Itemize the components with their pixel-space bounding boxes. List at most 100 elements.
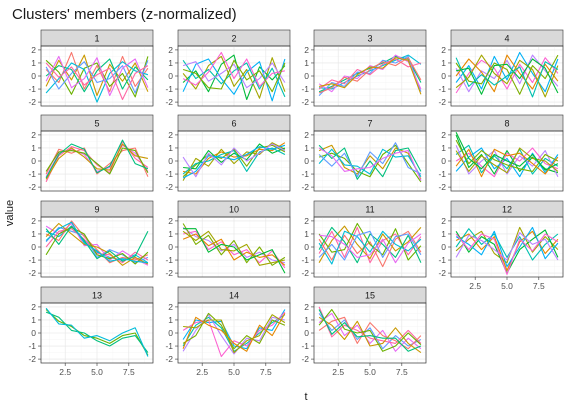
y-tick-label: -1: [438, 255, 446, 265]
y-tick-label: 2: [441, 45, 446, 55]
series-line: [318, 308, 422, 352]
y-tick-label: -1: [28, 341, 36, 351]
facet-strip-label: 13: [92, 291, 102, 301]
y-tick-label: -2: [438, 268, 446, 278]
series-line: [182, 147, 286, 175]
facet-strip-label: 2: [231, 34, 236, 44]
y-tick-label: 0: [441, 156, 446, 166]
y-tick-label: -2: [165, 354, 173, 364]
series-line: [183, 314, 286, 354]
y-tick-label: 2: [31, 216, 36, 226]
x-tick-label: 5.0: [364, 367, 376, 377]
series-line: [455, 145, 559, 177]
y-tick-label: -1: [438, 169, 446, 179]
series-group: [45, 51, 149, 103]
facet-strip-label: 4: [504, 34, 509, 44]
y-tick-label: 2: [168, 302, 173, 312]
x-tick-label: 2.5: [469, 281, 481, 291]
y-tick-label: 1: [31, 315, 36, 325]
series-line: [318, 226, 422, 264]
y-tick-label: -2: [438, 97, 446, 107]
x-tick-label: 5.0: [501, 281, 513, 291]
x-tick-label: 2.5: [59, 367, 71, 377]
series-group: [182, 309, 286, 358]
series-line: [318, 225, 422, 263]
series-group: [182, 51, 286, 102]
series-line: [318, 226, 422, 264]
series-line: [182, 59, 286, 98]
y-tick-label: -2: [301, 97, 309, 107]
series-line: [318, 148, 422, 177]
y-tick-label: 2: [168, 45, 173, 55]
y-tick-label: -1: [28, 169, 36, 179]
y-tick-label: -1: [165, 341, 173, 351]
series-line: [182, 58, 286, 102]
series-line: [45, 220, 149, 264]
y-tick-label: 1: [441, 229, 446, 239]
y-tick-label: 2: [304, 216, 309, 226]
series-line: [455, 51, 559, 93]
y-tick-label: 2: [168, 216, 173, 226]
y-tick-label: 2: [304, 130, 309, 140]
y-tick-label: 1: [31, 229, 36, 239]
series-group: [318, 306, 422, 354]
y-tick-label: -1: [438, 84, 446, 94]
y-tick-label: 0: [168, 156, 173, 166]
series-line: [182, 144, 286, 179]
series-line: [45, 311, 149, 353]
series-line: [45, 307, 149, 357]
series-line: [45, 221, 148, 264]
y-tick-label: 2: [441, 216, 446, 226]
series-line: [455, 148, 559, 178]
y-tick-label: 2: [304, 302, 309, 312]
series-line: [182, 309, 286, 350]
series-group: [182, 223, 286, 274]
y-tick-label: 1: [304, 58, 309, 68]
x-tick-label: 7.5: [533, 281, 545, 291]
y-tick-label: -1: [28, 255, 36, 265]
chart-title: Clusters' members (z-normalized): [12, 6, 237, 23]
facet-panel-15: 15 -2 -1 0 1 2 2.5 5.0 7.5: [301, 286, 427, 377]
series-line: [45, 225, 149, 262]
facet-panel-13: 13 -2 -1 0 1 2 2.5 5.0 7.5: [28, 286, 154, 377]
y-tick-label: 2: [31, 45, 36, 55]
y-tick-label: 2: [168, 130, 173, 140]
facet-strip-label: 6: [231, 119, 236, 129]
x-tick-label: 2.5: [332, 367, 344, 377]
y-tick-label: 0: [31, 71, 36, 81]
y-tick-label: 1: [304, 229, 309, 239]
y-tick-label: -1: [165, 169, 173, 179]
series-line: [318, 312, 422, 352]
facet-panel-14: 14 -2 -1 0 1 2 2.5 5.0 7.5: [165, 286, 291, 377]
series-line: [45, 55, 149, 97]
y-tick-label: 0: [31, 156, 36, 166]
series-line: [45, 56, 149, 98]
series-group: [45, 139, 149, 183]
y-tick-label: -2: [28, 97, 36, 107]
y-tick-label: 2: [31, 302, 36, 312]
series-line: [455, 132, 559, 171]
series-line: [455, 233, 559, 275]
x-tick-label: 7.5: [260, 367, 272, 377]
facet-panel-11: 11 -2 -1 0 1 2: [301, 200, 427, 278]
y-tick-label: 1: [31, 143, 36, 153]
series-line: [318, 309, 422, 352]
facet-panel-3: 3 -2 -1 0 1 2: [301, 29, 427, 107]
x-tick-label: 2.5: [196, 367, 208, 377]
series-line: [182, 223, 286, 266]
series-line: [45, 143, 149, 180]
facet-panel-5: 5 -2 -1 0 1 2: [28, 114, 154, 192]
series-line: [318, 316, 422, 350]
y-tick-label: 1: [168, 143, 173, 153]
facet-strip-label: 5: [94, 119, 99, 129]
y-tick-label: 2: [441, 130, 446, 140]
facet-strip-label: 3: [367, 34, 372, 44]
x-tick-label: 7.5: [123, 367, 135, 377]
x-tick-label: 5.0: [228, 367, 240, 377]
series-line: [318, 147, 422, 181]
facet-strip-label: 10: [229, 205, 239, 215]
y-tick-label: -1: [28, 84, 36, 94]
facet-strip-label: 15: [365, 291, 375, 301]
series-group: [45, 220, 149, 266]
